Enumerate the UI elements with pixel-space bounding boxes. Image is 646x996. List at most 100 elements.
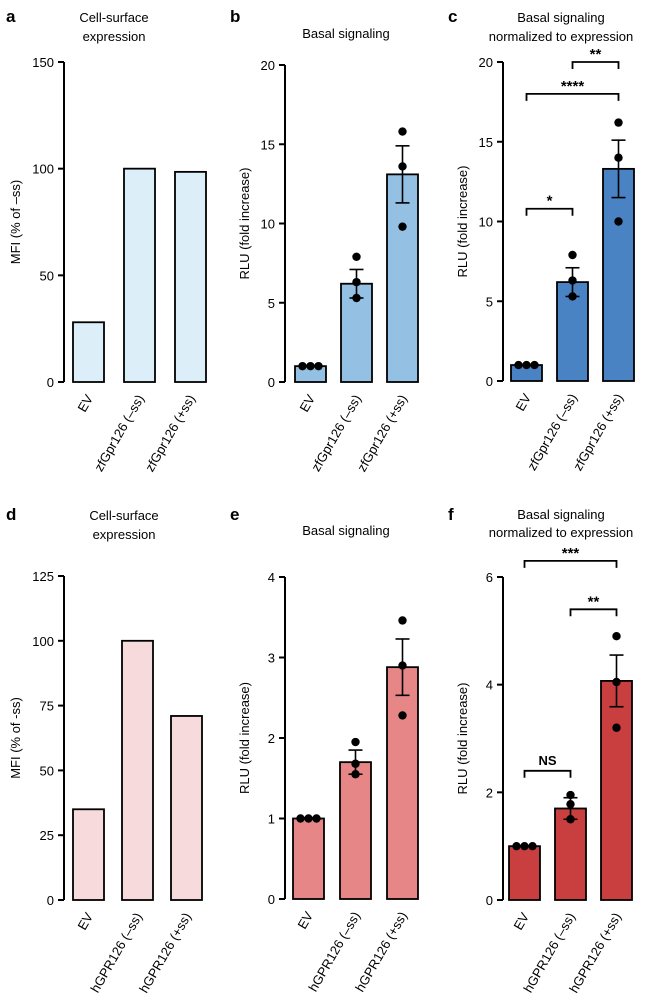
data-point (568, 292, 577, 301)
y-tick-label: 15 (261, 137, 275, 152)
y-tick-label: 20 (479, 55, 493, 70)
panel-title: Basal signaling (302, 26, 389, 41)
significance-label: **** (561, 78, 585, 95)
x-tick-label: hGPR126 (+ss) (136, 910, 194, 995)
panel-title: normalized to expression (489, 525, 634, 540)
x-tick-label: zfGpr126 (+ss) (354, 392, 410, 474)
data-point (520, 841, 529, 851)
y-tick-label: 20 (261, 58, 275, 73)
significance-bracket (569, 608, 618, 617)
data-point (614, 217, 623, 226)
x-tick-label: hGPR126 (+ss) (352, 909, 410, 994)
panel-b: b Basal signaling 0 5 10 15 20 RLU (fold increa… (230, 7, 419, 474)
y-tick-label: 0 (486, 893, 493, 908)
bar (72, 321, 105, 383)
y-tick-label: 25 (40, 828, 54, 843)
significance-bracket (525, 93, 620, 101)
x-tick-label: zfGpr126 (–ss) (308, 392, 364, 474)
data-point (566, 815, 575, 824)
y-tick-label: 2 (268, 731, 275, 746)
data-point (312, 814, 321, 823)
bar (72, 808, 105, 901)
significance-bracket (523, 559, 618, 568)
bar (292, 817, 325, 900)
data-point (530, 360, 539, 370)
y-tick-label: 5 (268, 296, 275, 311)
data-point (612, 677, 621, 687)
panel-title: Basal signaling (517, 10, 604, 25)
y-axis-label: RLU (fold increase) (455, 166, 470, 278)
y-tick-label: 0 (47, 375, 54, 390)
panel-letter: e (230, 505, 239, 524)
data-point (398, 661, 407, 670)
y-tick-label: 0 (47, 893, 54, 908)
x-tick-label: EV (74, 392, 96, 415)
y-axis-label: RLU (fold increase) (237, 682, 252, 794)
x-tick-label: EV (74, 910, 96, 933)
panel-title: Basal signaling (302, 523, 389, 538)
panel-title: normalized to expression (489, 29, 634, 44)
y-tick-label: 125 (32, 569, 54, 584)
data-point (528, 841, 537, 851)
panel-d: d Cell-surface expression 0 25 50 75 100 125 MFI … (6, 505, 203, 995)
data-point (522, 360, 531, 370)
y-tick-label: 50 (40, 268, 54, 283)
y-tick-label: 10 (261, 217, 275, 232)
data-point (351, 770, 360, 779)
significance-label: NS (538, 753, 556, 768)
significance-bracket (571, 61, 620, 69)
data-point (351, 737, 360, 747)
data-point (398, 711, 407, 720)
data-point (568, 250, 577, 260)
data-point (398, 222, 407, 231)
y-tick-label: 0 (486, 374, 493, 389)
data-point (398, 162, 407, 171)
data-point (566, 799, 575, 809)
y-axis-label: RLU (fold increase) (455, 683, 470, 795)
panel-letter: f (448, 505, 454, 524)
y-axis-label: MFI (% of -ss) (8, 697, 23, 779)
significance-label: ** (588, 593, 600, 610)
y-tick-label: 10 (479, 215, 493, 230)
significance-bracket (525, 207, 574, 216)
y-tick-label: 75 (40, 699, 54, 714)
y-tick-label: 0 (268, 375, 275, 390)
x-tick-label: zfGpr126 (+ss) (570, 391, 626, 473)
panel-title: expression (83, 29, 146, 44)
y-axis-label: MFI (% of –ss) (8, 180, 23, 265)
x-tick-label: EV (510, 910, 532, 933)
data-point (568, 276, 577, 285)
y-tick-label: 2 (486, 785, 493, 800)
y-tick-label: 1 (268, 812, 275, 827)
x-tick-label: zfGpr126 (+ss) (142, 392, 198, 474)
data-point (614, 118, 623, 127)
y-tick-label: 3 (268, 651, 275, 666)
data-point (398, 616, 407, 625)
panel-c: c Basal signaling normalized to expression… (448, 7, 635, 473)
panel-title: expression (93, 527, 156, 542)
y-tick-label: 150 (32, 55, 54, 70)
data-point (512, 841, 521, 851)
data-point (612, 723, 621, 732)
data-point (304, 814, 313, 823)
bar (600, 679, 633, 901)
data-point (352, 293, 361, 303)
bar (386, 173, 419, 383)
panel-title: Cell-surface (89, 508, 158, 523)
x-tick-label: zfGpr126 (–ss) (524, 391, 580, 473)
x-tick-label: zfGpr126 (–ss) (91, 392, 147, 474)
panel-title: Basal signaling (517, 507, 604, 522)
bar (340, 282, 373, 383)
bar (508, 845, 541, 901)
x-tick-label: hGPR126 (–ss) (87, 910, 145, 995)
panel-a: a Cell-surface expression 0 50 100 150 MFI (% o… (6, 7, 207, 474)
data-point (352, 252, 361, 261)
y-tick-label: 100 (32, 162, 54, 177)
y-tick-label: 0 (268, 892, 275, 907)
x-tick-label: EV (512, 391, 534, 414)
significance-label: ** (590, 46, 602, 63)
panel-letter: d (6, 505, 16, 524)
y-tick-label: 4 (268, 570, 275, 585)
y-axis-label: RLU (fold increase) (237, 168, 252, 280)
